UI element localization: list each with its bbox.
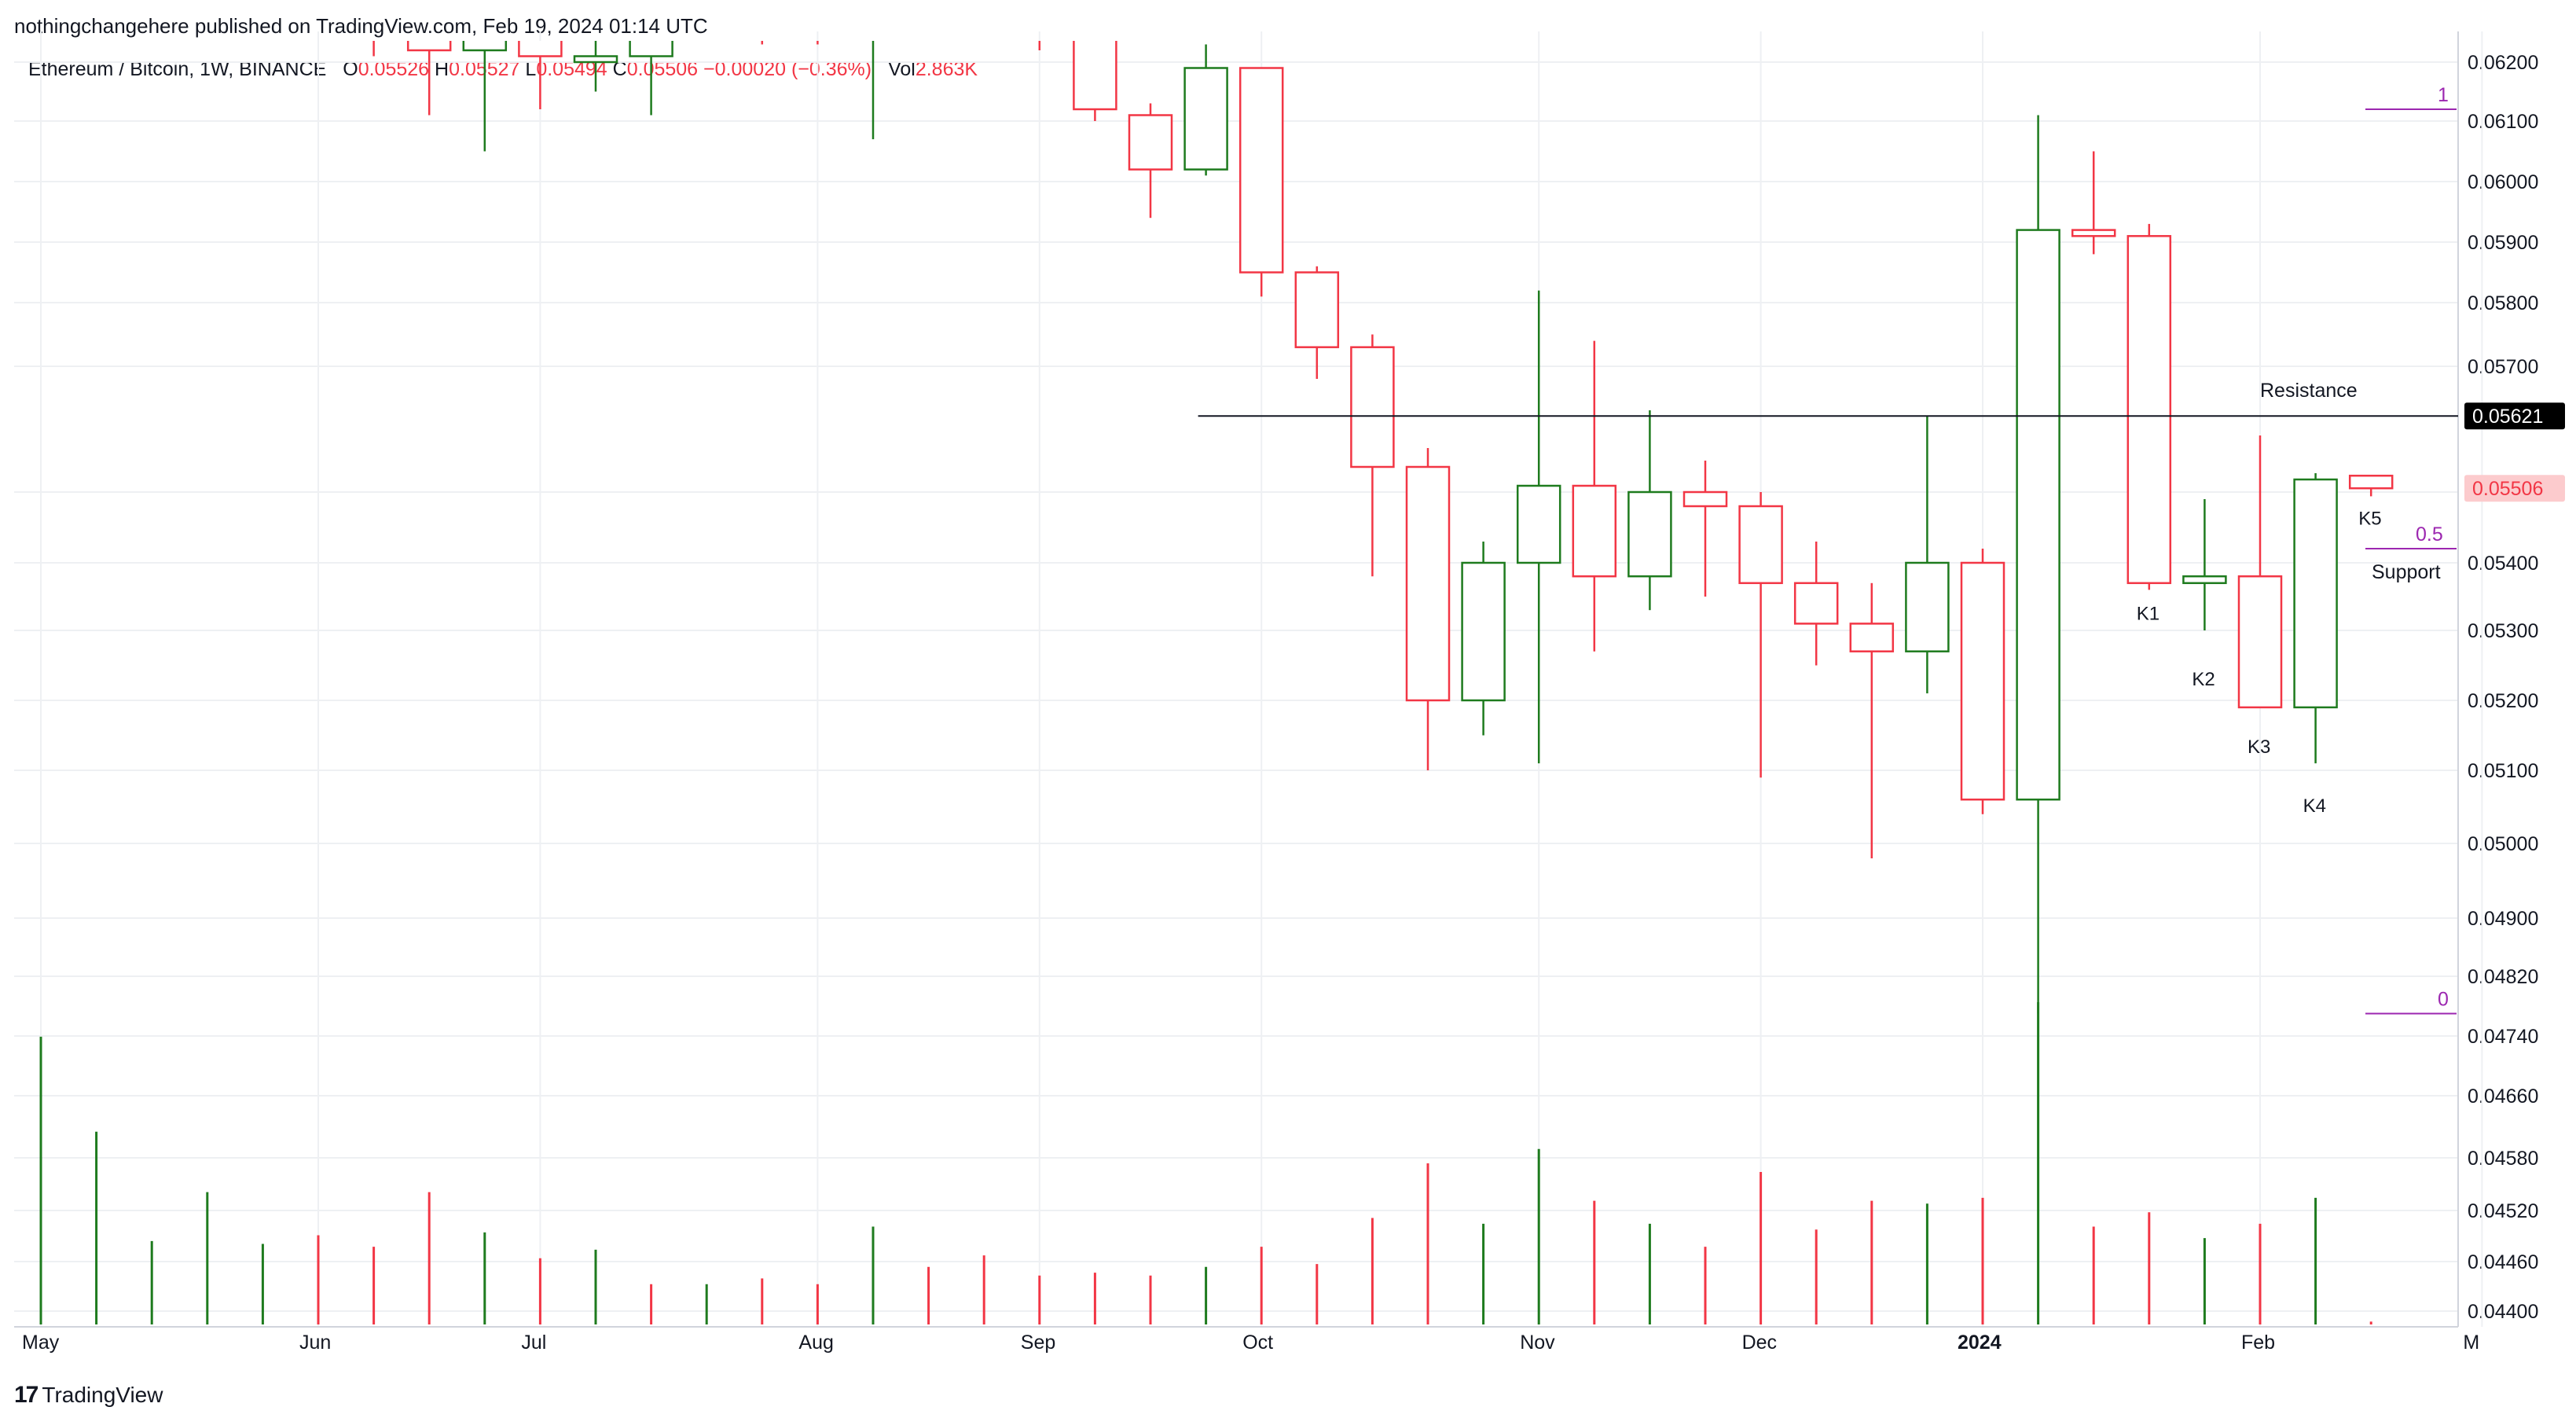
candle-body <box>1849 623 1895 652</box>
candle-label: K4 <box>2303 795 2326 817</box>
tradingview-brand-text: TradingView <box>42 1383 163 1407</box>
candle-label: K3 <box>2248 737 2270 758</box>
plot-area <box>39 0 2458 1324</box>
candle-body <box>1405 465 1451 702</box>
x-axis-tick-label: Sep <box>1021 1332 1055 1354</box>
y-axis-tick-label: 0.04460 <box>2468 1251 2538 1273</box>
candle-body <box>1073 41 1117 111</box>
last-price-badge-text: 0.05506 <box>2472 478 2543 500</box>
y-axis-tick-label: 0.04660 <box>2468 1086 2538 1108</box>
candle-label: K5 <box>2358 508 2381 529</box>
x-axis-tick-label: Oct <box>1242 1332 1273 1354</box>
y-axis-tick-label: 0.06100 <box>2468 111 2538 133</box>
legend-high-label: H <box>435 58 450 80</box>
y-axis-tick-label: 0.05900 <box>2468 232 2538 254</box>
y-axis-tick-label: 0.05000 <box>2468 833 2538 855</box>
candle-body <box>2016 229 2060 801</box>
x-axis-tick-label: Jun <box>299 1332 331 1354</box>
resistance-label: Resistance <box>2260 380 2358 402</box>
x-axis-tick-label: M <box>2463 1332 2479 1354</box>
candle-body <box>1905 561 1950 652</box>
x-axis-tick-label: Aug <box>798 1332 833 1354</box>
candle-body <box>1350 346 1395 468</box>
publish-info: nothingchangehere published on TradingVi… <box>14 14 708 38</box>
candle-body <box>297 0 339 15</box>
y-axis-tick-label: 0.04900 <box>2468 908 2538 930</box>
candle-body <box>2348 474 2394 490</box>
candle-body <box>353 15 395 33</box>
candle-body <box>1294 271 1340 348</box>
fib-level-label: 0.5 <box>2416 523 2443 546</box>
x-axis-tick-label: Dec <box>1742 1332 1777 1354</box>
tradingview-logo[interactable]: 17 TradingView <box>14 1382 163 1409</box>
x-axis-tick-label: Jul <box>521 1332 546 1354</box>
y-axis-tick-label: 0.05400 <box>2468 553 2538 575</box>
candle-body <box>1183 67 1228 171</box>
x-axis-tick-label: Feb <box>2241 1332 2275 1354</box>
y-axis-tick-label: 0.05200 <box>2468 690 2538 712</box>
x-axis-tick-label: 2024 <box>1958 1332 2002 1354</box>
candle-body <box>1793 582 1839 625</box>
y-axis-tick-label: 0.05700 <box>2468 356 2538 378</box>
legend-close-label: C <box>612 58 627 80</box>
candle-body <box>2126 235 2172 585</box>
last-price-badge <box>2464 475 2565 502</box>
x-axis-tick-label: May <box>22 1332 60 1354</box>
x-axis-tick-label: Nov <box>1520 1332 1555 1354</box>
y-axis-tick-label: 0.06000 <box>2468 171 2538 193</box>
candle-body <box>573 55 618 64</box>
candle-label: K1 <box>2137 603 2160 624</box>
candle-body <box>1238 67 1284 274</box>
y-axis-tick-label: 0.05800 <box>2468 292 2538 314</box>
candle-body <box>2071 229 2116 237</box>
y-axis-tick-label: 0.06200 <box>2468 52 2538 74</box>
candle-body <box>685 9 728 28</box>
candle-body <box>1018 15 1061 33</box>
candle-body <box>741 9 783 21</box>
candle-body <box>1738 505 1783 585</box>
candle-label: K2 <box>2192 669 2215 690</box>
candle-body <box>629 41 673 57</box>
candle-body <box>2237 575 2283 709</box>
fib-level-label: 1 <box>2438 84 2449 106</box>
y-axis-tick-label: 0.05100 <box>2468 760 2538 782</box>
legend-open-label: O <box>343 58 358 80</box>
candle-body <box>1461 561 1506 702</box>
tradingview-logo-icon: 17 <box>14 1382 39 1408</box>
fib-level-label: 0 <box>2438 989 2449 1011</box>
resistance-price-badge <box>2464 402 2565 430</box>
y-axis-tick-label: 0.05300 <box>2468 620 2538 642</box>
y-axis-tick-label: 0.04520 <box>2468 1200 2538 1222</box>
candle-body <box>406 41 452 52</box>
support-label: Support <box>2372 561 2441 583</box>
resistance-price-badge-text: 0.05621 <box>2472 406 2543 428</box>
candle-body <box>1516 484 1561 564</box>
candle-body <box>2182 575 2227 585</box>
candle-body <box>1682 490 1728 508</box>
y-axis-tick-label: 0.04580 <box>2468 1148 2538 1170</box>
candle-body <box>1128 114 1173 171</box>
candle-body <box>1960 561 2005 801</box>
candle-body <box>1572 484 1617 578</box>
candle-body <box>852 3 894 27</box>
candle-body <box>462 41 508 52</box>
candle-body <box>796 3 838 27</box>
y-axis-tick-label: 0.04820 <box>2468 966 2538 988</box>
legend-low-label: L <box>525 58 537 80</box>
y-axis-tick-label: 0.04740 <box>2468 1026 2538 1048</box>
y-axis-tick-label: 0.04400 <box>2468 1301 2538 1323</box>
candle-body <box>963 3 1005 27</box>
candle-body <box>908 3 950 15</box>
candle-body <box>518 41 563 57</box>
candle-body <box>2293 478 2338 709</box>
candle-body <box>1627 490 1672 578</box>
